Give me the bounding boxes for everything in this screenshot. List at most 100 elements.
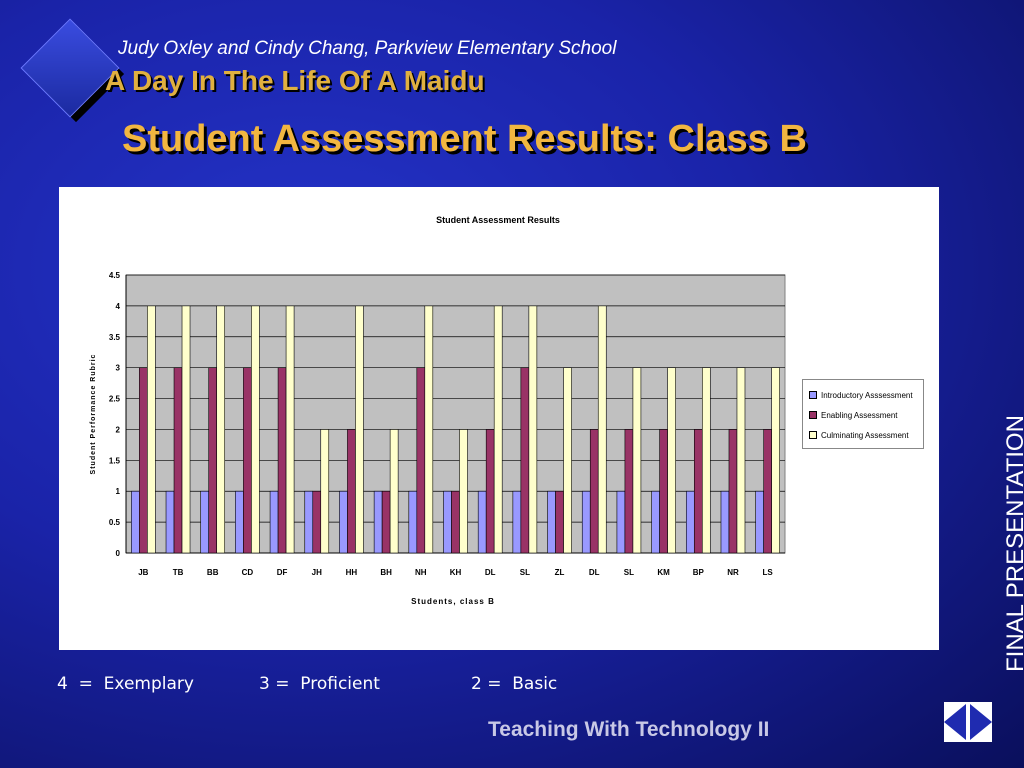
x-tick-label: LS [763, 568, 774, 577]
chart-panel: 0 0.5 1 1.5 2 2.5 3 3.5 4 4.5 JB TB BB CD DF JH HH BH NH KH… [59, 187, 939, 650]
bar-culminating [597, 305, 607, 554]
y-tick-label: 0.5 [109, 518, 121, 527]
bar-introductory [408, 490, 418, 554]
footer-course-title: Teaching With Technology II [488, 718, 770, 741]
bar-introductory [373, 490, 383, 554]
bar-introductory [755, 490, 764, 554]
bar-culminating [147, 305, 156, 554]
bar-culminating [736, 367, 746, 554]
bar-culminating [285, 305, 295, 554]
bar-culminating [181, 305, 191, 554]
chart-legend: Introductory Asssessment Enabling Assess… [802, 379, 924, 449]
x-tick-label: NR [727, 568, 739, 577]
y-tick-label: 2 [116, 425, 121, 434]
legend-label-culminating: Culminating Assessment [821, 430, 909, 440]
bar-introductory [685, 490, 695, 554]
x-tick-label: JH [312, 568, 322, 577]
bar-introductory [581, 490, 591, 554]
bar-enabling [728, 429, 738, 554]
bar-introductory [339, 490, 348, 554]
legend-label-introductory: Introductory Asssessment [821, 390, 913, 400]
x-tick-label: KH [450, 568, 462, 577]
scale-note-proficient: 3 = Proficient [259, 674, 380, 694]
x-tick-label: CD [242, 568, 254, 577]
bar-enabling [693, 429, 703, 554]
bar-culminating [528, 305, 538, 554]
bar-introductory [131, 490, 140, 554]
y-tick-label: 0 [116, 549, 121, 558]
bar-enabling [347, 429, 356, 554]
y-tick-label: 3 [116, 364, 121, 373]
x-tick-label: DL [589, 568, 600, 577]
bar-introductory [512, 490, 522, 554]
bar-enabling [763, 429, 772, 554]
x-tick-label: HH [346, 568, 358, 577]
bar-culminating [216, 305, 226, 554]
bar-culminating [424, 305, 434, 554]
legend-label-enabling: Enabling Assessment [821, 410, 898, 420]
scale-note-exemplary: 4 = Exemplary [57, 674, 194, 694]
bar-enabling [555, 490, 564, 554]
y-tick-label: 3.5 [109, 333, 121, 342]
bar-introductory [165, 490, 175, 554]
bar-culminating [389, 429, 399, 554]
legend-item-introductory: Introductory Asssessment [809, 388, 913, 402]
x-tick-label: ZL [555, 568, 565, 577]
legend-item-culminating: Culminating Assessment [809, 428, 909, 442]
x-tick-label: SL [520, 568, 530, 577]
legend-swatch-culminating [809, 431, 817, 439]
y-tick-label: 1 [116, 487, 121, 496]
bar-chart: 0 0.5 1 1.5 2 2.5 3 3.5 4 4.5 JB TB BB CD DF JH HH BH NH KH… [90, 215, 786, 606]
bar-enabling [277, 367, 287, 554]
bar-culminating [632, 367, 642, 554]
x-tick-label: JB [138, 568, 148, 577]
bar-introductory [651, 490, 660, 554]
bar-enabling [416, 367, 426, 554]
bar-enabling [624, 429, 634, 554]
bar-enabling [243, 367, 252, 554]
bar-introductory [443, 490, 452, 554]
x-tick-label: DF [277, 568, 288, 577]
bar-enabling [589, 429, 599, 554]
bar-enabling [208, 367, 218, 554]
previous-slide-icon[interactable] [944, 704, 966, 740]
y-axis-title: Student Performance Rubric [90, 354, 97, 475]
bar-culminating [771, 367, 780, 554]
bar-introductory [269, 490, 279, 554]
y-tick-label: 4.5 [109, 271, 121, 280]
presentation-subtitle: A Day In The Life Of A Maidu [105, 65, 485, 96]
bar-enabling [312, 490, 322, 554]
bar-enabling [520, 367, 530, 554]
x-tick-label: DL [485, 568, 496, 577]
x-tick-label: TB [173, 568, 184, 577]
bar-culminating [320, 429, 330, 554]
bar-culminating [563, 367, 572, 554]
bar-introductory [616, 490, 626, 554]
bar-enabling [451, 490, 460, 554]
bar-enabling [659, 429, 668, 554]
bar-introductory [547, 490, 556, 554]
bar-culminating [459, 429, 468, 554]
bar-introductory [477, 490, 487, 554]
chart-title: Student Assessment Results [436, 215, 560, 225]
bar-enabling [173, 367, 183, 554]
bar-enabling [381, 490, 391, 554]
bar-enabling [485, 429, 495, 554]
x-tick-label: NH [415, 568, 427, 577]
bar-introductory [720, 490, 730, 554]
bar-culminating [667, 367, 676, 554]
bar-introductory [304, 490, 314, 554]
x-tick-label: BB [207, 568, 219, 577]
bar-culminating [251, 305, 260, 554]
x-axis-title: Students, class B [411, 597, 495, 606]
y-tick-label: 2.5 [109, 395, 121, 404]
author-line: Judy Oxley and Cindy Chang, Parkview Ele… [118, 38, 617, 59]
bar-introductory [235, 490, 244, 554]
legend-swatch-enabling [809, 411, 817, 419]
bar-enabling [139, 367, 148, 554]
slide-title: Student Assessment Results: Class B [122, 118, 807, 160]
bar-culminating [355, 305, 364, 554]
bar-culminating [701, 367, 711, 554]
next-slide-icon[interactable] [970, 704, 992, 740]
final-presentation-label: FINAL PRESENTATION [1002, 415, 1024, 672]
